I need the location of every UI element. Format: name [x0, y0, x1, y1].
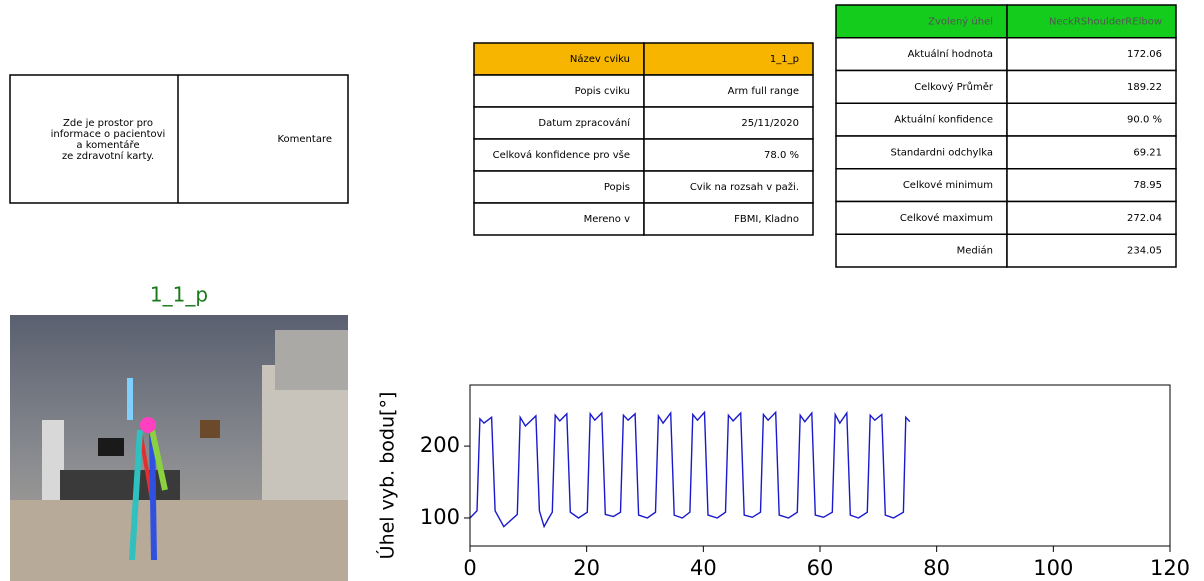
patient-info: informace o pacientovi: [51, 129, 166, 140]
figure: Zde je prostor proinformace o pacientovi…: [0, 0, 1204, 581]
table-cell-text: 78.0 %: [764, 150, 799, 161]
table-cell-text: Celkové minimum: [903, 179, 993, 191]
x-tick-label: 80: [923, 556, 950, 580]
table-cell-text: Aktuální hodnota: [908, 48, 993, 60]
table-cell-text: Zvolený úhel: [928, 15, 993, 27]
table-cell-text: NeckRShoulderRElbow: [1049, 16, 1162, 27]
y-axis-label: Úhel vyb. bodu[°]: [375, 392, 399, 560]
table-cell-text: Arm full range: [728, 86, 799, 97]
comment: Komentare: [277, 134, 332, 145]
table-cell-text: 1_1_p: [770, 54, 799, 65]
camera-image: [10, 315, 348, 581]
x-tick-label: 20: [573, 556, 600, 580]
table-cell-text: Medián: [957, 245, 993, 257]
x-tick-label: 0: [463, 556, 476, 580]
table-cell-text: 189.22: [1127, 82, 1162, 93]
x-tick-label: 100: [1033, 556, 1073, 580]
table-cell-text: Cvik na rozsah v paži.: [690, 181, 799, 193]
table-cell-text: Standardni odchylka: [890, 147, 993, 158]
x-tick-label: 120: [1150, 556, 1190, 580]
table-cell-text: FBMI, Kladno: [734, 214, 799, 225]
table-cell-text: Celkové maximum: [900, 212, 993, 224]
table-cell-text: 78.95: [1133, 180, 1162, 191]
patient-info: a komentáře: [76, 139, 139, 151]
x-tick-label: 40: [690, 556, 717, 580]
table-cell-text: 172.06: [1127, 49, 1162, 60]
table-cell-text: 272.04: [1127, 213, 1162, 224]
image-title: 1_1_p: [150, 283, 208, 307]
page: Zde je prostor proinformace o pacientovi…: [0, 0, 1204, 581]
table-cell-text: Popis: [604, 182, 630, 193]
table-cell-text: 25/11/2020: [741, 118, 799, 129]
table-cell-text: Celková konfidence pro vše: [493, 149, 630, 161]
x-tick-label: 60: [807, 556, 834, 580]
table-cell-text: Celkový Průměr: [914, 81, 994, 93]
patient-info: ze zdravotní karty.: [62, 150, 154, 162]
data-line: [470, 412, 910, 526]
table-cell-text: 69.21: [1133, 147, 1162, 158]
patient-info: Zde je prostor pro: [63, 118, 153, 129]
plot-frame: [470, 385, 1170, 546]
table-cell-text: Datum zpracování: [538, 117, 631, 129]
table-cell-text: Název cviku: [570, 53, 630, 65]
table-cell-text: 90.0 %: [1127, 115, 1162, 126]
table-cell-text: 234.05: [1127, 246, 1162, 257]
table-cell-text: Aktuální konfidence: [894, 114, 993, 126]
table-cell-text: Mereno v: [584, 214, 630, 225]
table-cell-text: Popis cviku: [575, 86, 630, 97]
y-tick-label: 100: [420, 505, 460, 529]
y-tick-label: 200: [420, 433, 460, 457]
